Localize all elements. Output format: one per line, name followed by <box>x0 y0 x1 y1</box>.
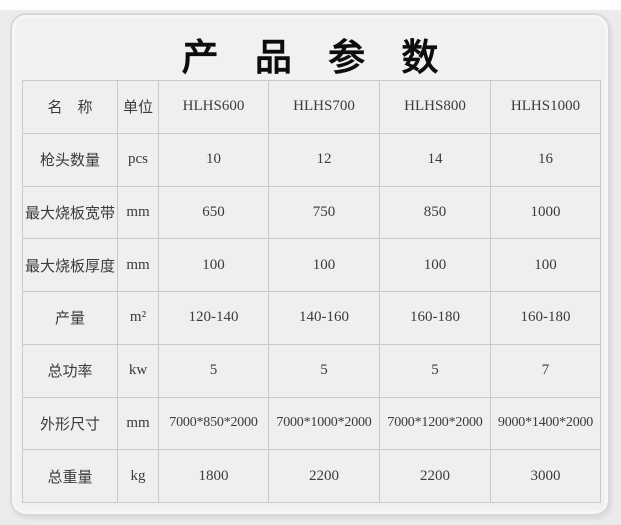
value-cell: 7000*850*2000 <box>158 396 269 451</box>
table-row-max-board-width: 最大烧板宽带 mm 650 750 850 1000 <box>22 185 601 240</box>
value-cell: 7000*1200*2000 <box>379 396 491 451</box>
top-strip <box>0 0 621 10</box>
table-row-total-power: 总功率 kw 5 5 5 7 <box>22 343 601 398</box>
row-unit: mm <box>117 396 159 451</box>
header-name: 名 称 <box>22 80 118 134</box>
table-row-gun-count: 枪头数量 pcs 10 12 14 16 <box>22 132 601 187</box>
value-cell: 10 <box>158 132 269 187</box>
row-label: 总重量 <box>22 449 118 503</box>
product-params-panel: 产 品 参 数 名 称 单位 HLHS600 HLHS700 HLHS800 H… <box>10 13 610 516</box>
value-cell: 160-180 <box>379 291 491 345</box>
value-cell: 1000 <box>490 185 601 240</box>
value-cell: 5 <box>379 343 491 398</box>
row-unit: kg <box>117 449 159 503</box>
header-model-hlhs600: HLHS600 <box>158 80 269 134</box>
row-label: 枪头数量 <box>22 132 118 187</box>
table-row-dimensions: 外形尺寸 mm 7000*850*2000 7000*1000*2000 700… <box>22 396 601 451</box>
table-row-total-weight: 总重量 kg 1800 2200 2200 3000 <box>22 449 601 503</box>
value-cell: 12 <box>268 132 380 187</box>
value-cell: 14 <box>379 132 491 187</box>
value-cell: 100 <box>268 238 380 292</box>
value-cell: 2200 <box>379 449 491 503</box>
value-cell: 120-140 <box>158 291 269 345</box>
value-cell: 2200 <box>268 449 380 503</box>
value-cell: 140-160 <box>268 291 380 345</box>
value-cell: 160-180 <box>490 291 601 345</box>
spec-table: 名 称 单位 HLHS600 HLHS700 HLHS800 HLHS1000 … <box>22 80 601 503</box>
header-model-hlhs1000: HLHS1000 <box>490 80 601 134</box>
value-cell: 7 <box>490 343 601 398</box>
row-label: 总功率 <box>22 343 118 398</box>
value-cell: 1800 <box>158 449 269 503</box>
row-label: 最大烧板宽带 <box>22 185 118 240</box>
row-label: 产量 <box>22 291 118 345</box>
page-title: 产 品 参 数 <box>181 37 452 78</box>
table-header-row: 名 称 单位 HLHS600 HLHS700 HLHS800 HLHS1000 <box>22 80 601 134</box>
row-unit: mm <box>117 185 159 240</box>
table-row-output: 产量 m² 120-140 140-160 160-180 160-180 <box>22 291 601 345</box>
value-cell: 9000*1400*2000 <box>490 396 601 451</box>
row-label: 最大烧板厚度 <box>22 238 118 292</box>
row-unit: m² <box>117 291 159 345</box>
row-label: 外形尺寸 <box>22 396 118 451</box>
value-cell: 3000 <box>490 449 601 503</box>
value-cell: 5 <box>158 343 269 398</box>
value-cell: 650 <box>158 185 269 240</box>
table-row-max-board-thickness: 最大烧板厚度 mm 100 100 100 100 <box>22 238 601 292</box>
value-cell: 100 <box>158 238 269 292</box>
value-cell: 5 <box>268 343 380 398</box>
row-unit: pcs <box>117 132 159 187</box>
value-cell: 100 <box>490 238 601 292</box>
row-unit: mm <box>117 238 159 292</box>
value-cell: 100 <box>379 238 491 292</box>
row-unit: kw <box>117 343 159 398</box>
value-cell: 16 <box>490 132 601 187</box>
value-cell: 7000*1000*2000 <box>268 396 380 451</box>
header-unit: 单位 <box>117 80 159 134</box>
header-model-hlhs800: HLHS800 <box>379 80 491 134</box>
header-model-hlhs700: HLHS700 <box>268 80 380 134</box>
value-cell: 750 <box>268 185 380 240</box>
value-cell: 850 <box>379 185 491 240</box>
